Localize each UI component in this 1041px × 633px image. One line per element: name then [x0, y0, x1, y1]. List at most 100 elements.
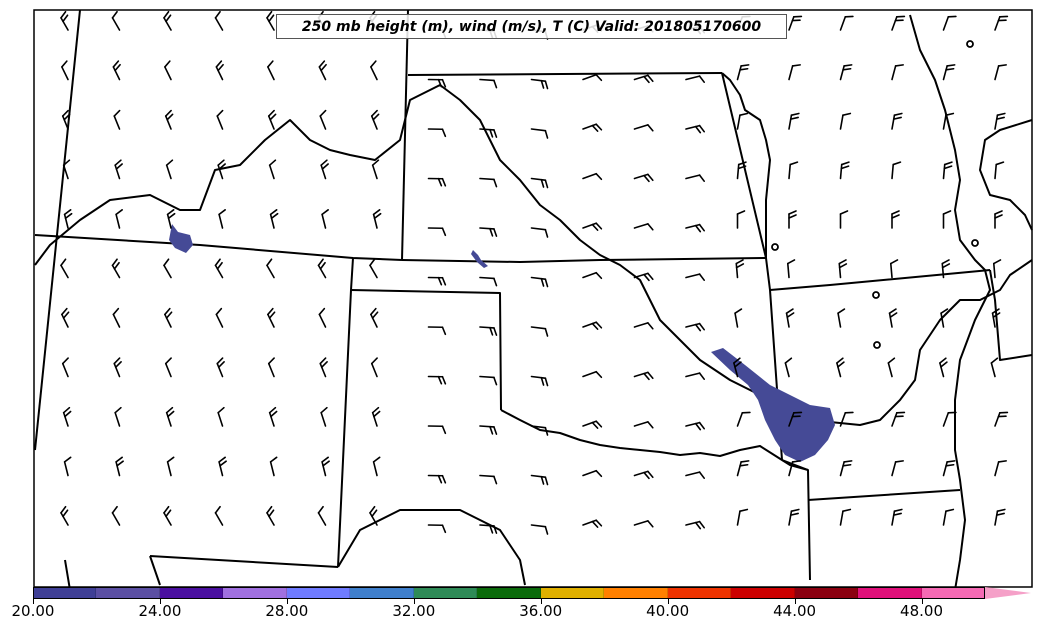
wind-barb [427, 78, 447, 88]
wind-barb [216, 109, 224, 130]
wind-barb [734, 308, 743, 328]
colorbar-tick-label: 44.00 [773, 602, 817, 620]
wind-barb [268, 406, 278, 427]
wind-barb [479, 276, 498, 287]
colorbar-segment [667, 587, 732, 599]
wind-barb [164, 109, 174, 130]
wind-barb [61, 60, 69, 81]
wind-barb [530, 326, 549, 337]
colorbar-tick-mark [413, 599, 415, 604]
wind-barb [217, 406, 225, 427]
wind-barb [60, 258, 69, 279]
wind-barb [427, 227, 447, 237]
wind-barb [633, 322, 654, 330]
wind-barb [113, 357, 122, 378]
wind-barb [788, 508, 800, 526]
colorbar-tick-mark [667, 599, 669, 604]
wind-barb [685, 223, 705, 233]
wind-barb [266, 505, 275, 526]
wind-barb [479, 227, 498, 237]
wind-barb [891, 64, 904, 81]
calm-wind-circles [771, 40, 979, 349]
wind-barb [163, 505, 172, 526]
wind-barb [371, 159, 380, 180]
wind-barb [214, 10, 224, 31]
wind-barb [269, 209, 279, 229]
wind-barb [62, 406, 72, 427]
wind-barb [319, 357, 328, 378]
wind-barb [112, 60, 121, 81]
wind-barb [61, 357, 69, 378]
colorbar-segment [159, 587, 224, 599]
wind-barb [269, 456, 278, 477]
wind-barb [427, 474, 447, 484]
wind-barb [736, 64, 750, 81]
wind-barb [62, 159, 71, 180]
wind-barb [994, 210, 1003, 229]
wind-barb [784, 357, 793, 378]
wind-barb [112, 307, 121, 328]
colorbar-segment [921, 587, 986, 599]
wind-barb [942, 460, 956, 477]
wind-barb [582, 519, 603, 528]
wind-barb [582, 420, 603, 429]
wind-barb [164, 357, 172, 378]
wind-barb [321, 456, 330, 477]
wind-barb [991, 308, 1001, 328]
wind-barb [427, 326, 447, 336]
wind-barb [479, 425, 498, 435]
wind-barb [788, 210, 797, 229]
wind-barb [165, 406, 175, 427]
wind-barb [839, 161, 850, 180]
colorbar-tick-label: 24.00 [138, 602, 182, 620]
wind-barb [321, 209, 329, 229]
wind-barb [267, 307, 276, 328]
wind-barb [218, 209, 226, 229]
wind-barb [891, 15, 906, 31]
wind-barb [63, 456, 72, 477]
wind-barb [633, 272, 654, 282]
wind-barb [530, 78, 549, 90]
colorbar-segment [413, 587, 478, 599]
wind-barb [427, 177, 447, 187]
wind-barb [60, 10, 69, 31]
wind-barb [942, 64, 956, 81]
wind-barb [685, 322, 705, 332]
temperature-shading [169, 224, 835, 462]
wind-barb [320, 159, 329, 180]
wind-barb [839, 460, 853, 477]
wind-barb [479, 128, 498, 138]
wind-barb [839, 210, 849, 229]
wind-barb [479, 524, 498, 534]
wind-barb [736, 210, 746, 229]
wind-barb [479, 474, 498, 485]
colorbar-tick-label: 36.00 [519, 602, 563, 620]
wind-barb [685, 124, 705, 134]
wind-barb [633, 371, 654, 381]
wind-barb [320, 406, 328, 427]
colorbar-tick-label: 48.00 [900, 602, 943, 620]
wind-barb [582, 469, 603, 478]
wind-barb [942, 411, 957, 427]
wind-barb [163, 10, 172, 31]
wind-barb [479, 375, 498, 386]
wind-barb [217, 159, 226, 180]
wind-barb [582, 123, 603, 132]
wind-barb [164, 60, 172, 81]
wind-barb [267, 109, 277, 130]
wind-barb [530, 474, 549, 486]
wind-barb [736, 460, 750, 477]
temperature-colorbar [33, 587, 986, 599]
wind-barb [788, 64, 801, 81]
wind-barb [61, 307, 70, 328]
wind-barb [941, 259, 951, 279]
colorbar-segment [96, 587, 160, 599]
wind-barb [942, 210, 952, 229]
wind-barb [942, 161, 953, 180]
wind-barb [268, 159, 277, 180]
wind-barb [994, 112, 1006, 130]
wind-barb [530, 375, 549, 387]
wind-barb [736, 112, 749, 130]
wind-barb [788, 460, 801, 477]
wind-barb [685, 273, 705, 281]
